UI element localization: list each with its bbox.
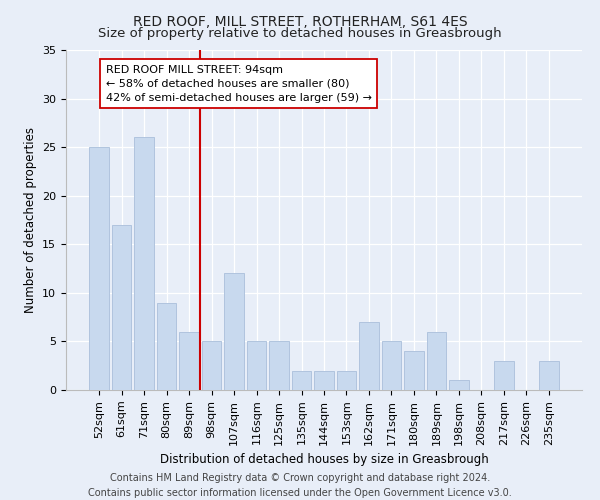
- Y-axis label: Number of detached properties: Number of detached properties: [23, 127, 37, 313]
- Bar: [89, 147, 109, 390]
- Bar: [112, 225, 131, 390]
- Bar: [269, 342, 289, 390]
- Bar: [427, 332, 446, 390]
- X-axis label: Distribution of detached houses by size in Greasbrough: Distribution of detached houses by size …: [160, 453, 488, 466]
- Text: Contains HM Land Registry data © Crown copyright and database right 2024.
Contai: Contains HM Land Registry data © Crown c…: [88, 472, 512, 498]
- Bar: [247, 342, 266, 390]
- Bar: [224, 274, 244, 390]
- Text: RED ROOF MILL STREET: 94sqm
← 58% of detached houses are smaller (80)
42% of sem: RED ROOF MILL STREET: 94sqm ← 58% of det…: [106, 64, 372, 102]
- Bar: [134, 138, 154, 390]
- Bar: [314, 370, 334, 390]
- Bar: [337, 370, 356, 390]
- Bar: [292, 370, 311, 390]
- Bar: [157, 302, 176, 390]
- Bar: [202, 342, 221, 390]
- Bar: [359, 322, 379, 390]
- Bar: [494, 361, 514, 390]
- Bar: [449, 380, 469, 390]
- Bar: [382, 342, 401, 390]
- Bar: [404, 351, 424, 390]
- Bar: [539, 361, 559, 390]
- Text: RED ROOF, MILL STREET, ROTHERHAM, S61 4ES: RED ROOF, MILL STREET, ROTHERHAM, S61 4E…: [133, 15, 467, 29]
- Bar: [179, 332, 199, 390]
- Text: Size of property relative to detached houses in Greasbrough: Size of property relative to detached ho…: [98, 28, 502, 40]
